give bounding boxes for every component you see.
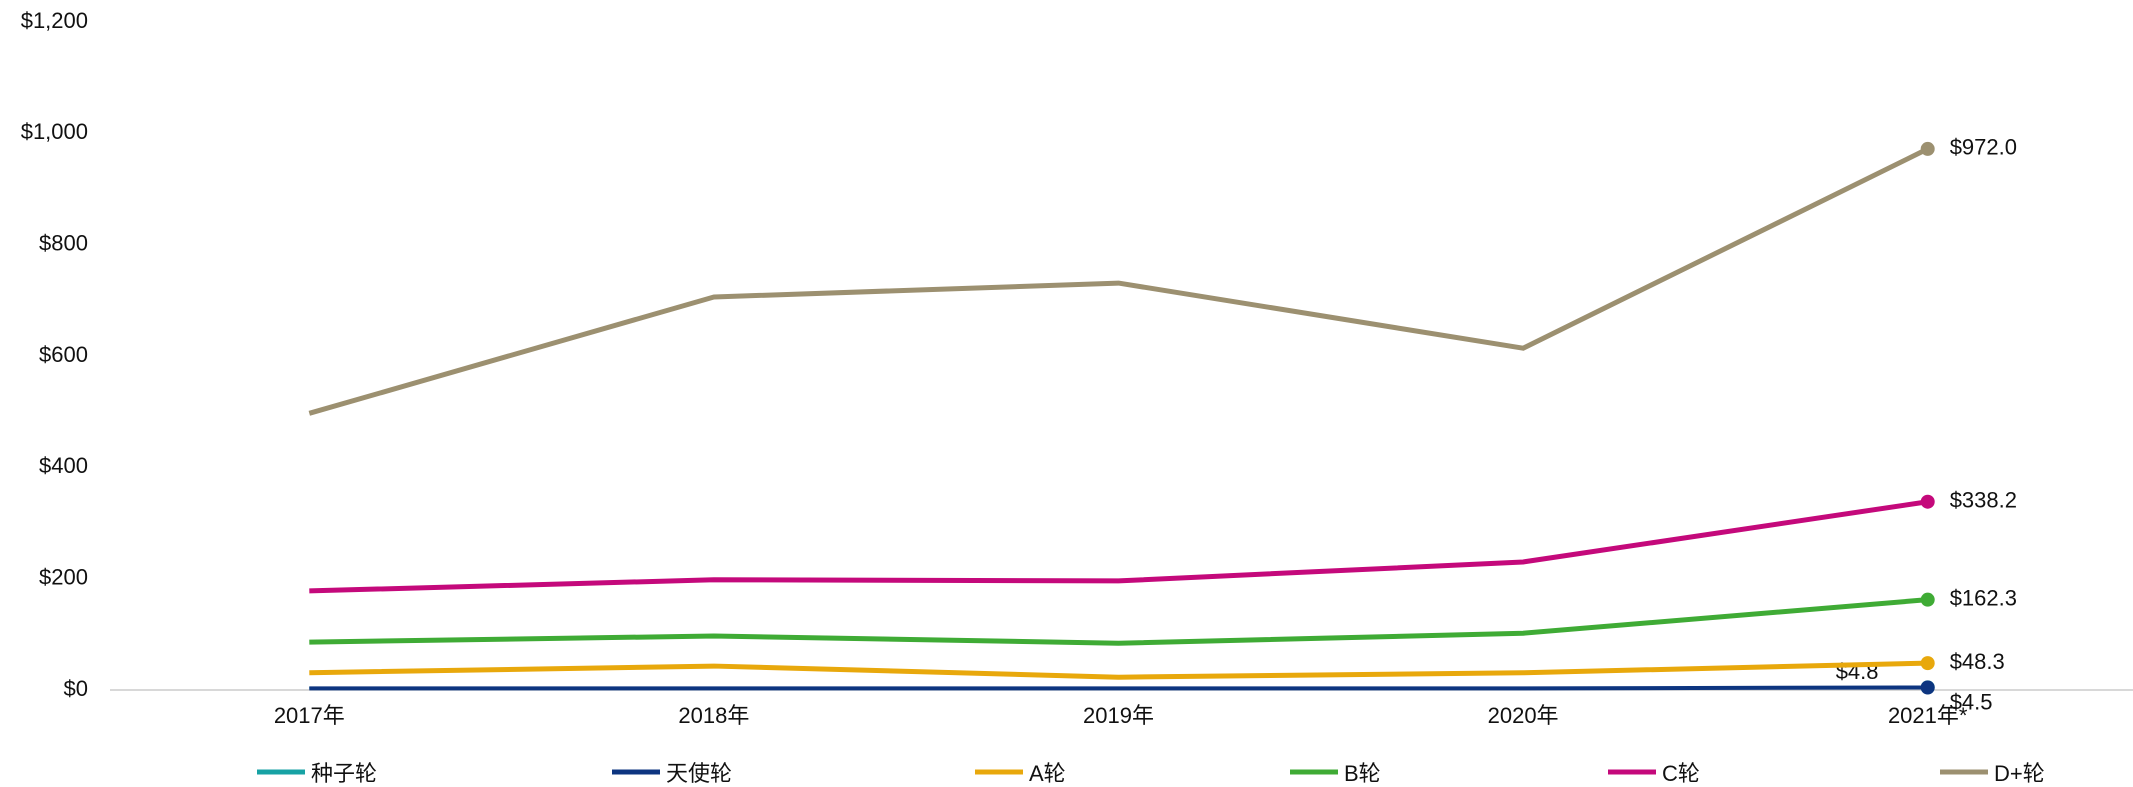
y-tick-label: $800 [39,230,88,255]
y-tick-label: $0 [64,676,88,701]
data-label: $972.0 [1950,135,2017,160]
legend-label: 种子轮 [311,761,377,786]
legend-label: D+轮 [1994,761,2045,786]
series-line [309,685,1928,691]
y-tick-label: $400 [39,453,88,478]
point-marker [1920,656,1935,671]
y-tick-label: $600 [39,342,88,367]
x-tick-label: 2017年 [274,703,345,728]
point-marker [1920,141,1935,156]
data-label: $4.5 [1950,689,1993,714]
point-marker [1920,494,1935,509]
point-marker [1920,680,1935,695]
series-line [309,660,1928,680]
y-tick-label: $1,000 [21,119,88,144]
x-tick-label: 2021年* [1888,703,1968,728]
y-tick-label: $200 [39,564,88,589]
legend-label: A轮 [1029,761,1066,786]
legend-label: 天使轮 [666,761,732,786]
series-line [309,499,1929,594]
x-tick-label: 2020年 [1488,703,1559,728]
legend-label: C轮 [1662,761,1700,786]
data-label: $48.3 [1950,649,2005,674]
point-marker [1920,592,1935,607]
series-line [309,597,1928,646]
data-label: $162.3 [1950,585,2017,610]
x-tick-label: 2019年 [1083,703,1154,728]
legend-label: B轮 [1344,761,1381,786]
series-line [308,146,1929,416]
x-tick-label: 2018年 [678,703,749,728]
data-label: $338.2 [1950,488,2017,513]
y-tick-label: $1,200 [21,8,88,33]
